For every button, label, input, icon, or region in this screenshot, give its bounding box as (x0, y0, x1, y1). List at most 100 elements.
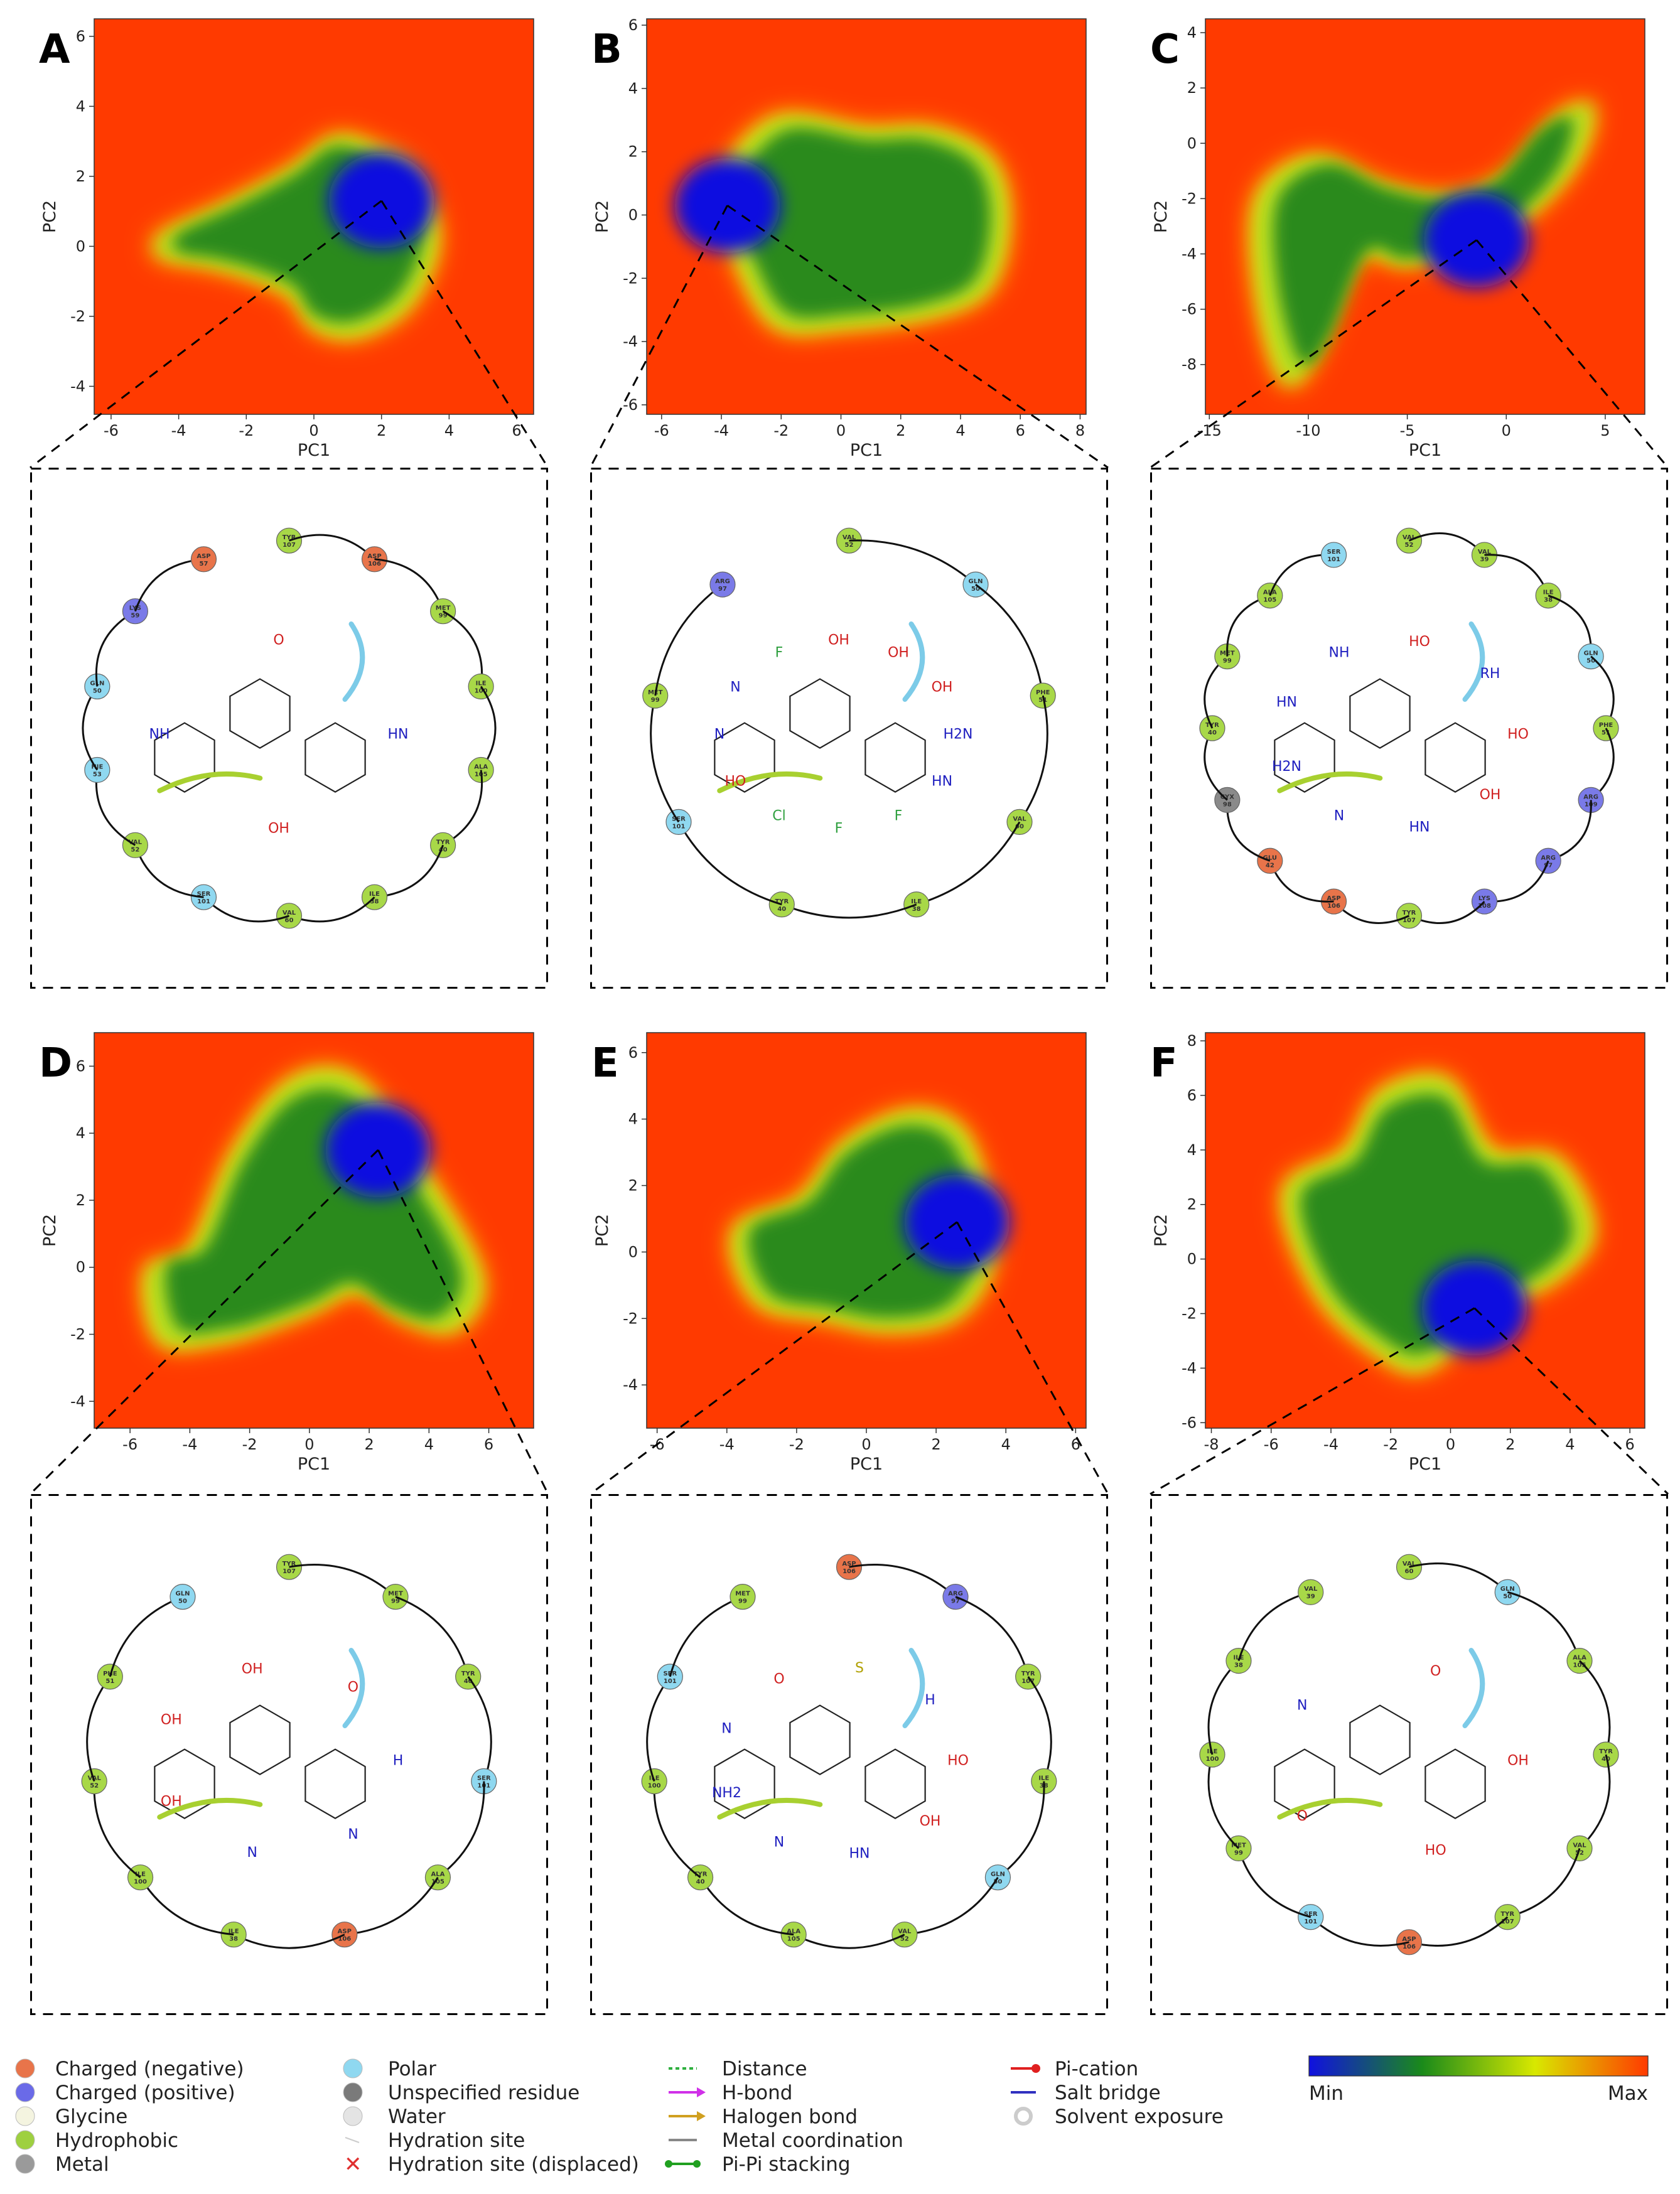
residue-name: PHE (1599, 722, 1613, 729)
y-tick-label: 0 (1187, 1250, 1197, 1268)
y-tick-label: -2 (70, 308, 85, 325)
x-tick-label: -6 (104, 422, 119, 439)
ligand-atom-label: H2N (1272, 759, 1301, 775)
ring (304, 722, 366, 793)
x-axis-label: PC1 (298, 1455, 330, 1474)
y-tick-label: -4 (623, 1376, 638, 1394)
ligand-atom-label: HN (1409, 819, 1430, 835)
residue-backbone (109, 1596, 183, 1677)
residue-number: 105 (1573, 1662, 1586, 1669)
ligand-atom-label: O (273, 633, 284, 648)
ring (1424, 1748, 1486, 1819)
residue-name: HIE (91, 763, 103, 770)
ligand-atom-label: RH (1480, 666, 1500, 682)
residue-name: SER (197, 891, 211, 898)
residue-number: 59 (131, 613, 139, 620)
legend-label: Unspecified residue (388, 2082, 579, 2104)
residue-number: 100 (134, 1879, 147, 1886)
legend-swatch (15, 2154, 35, 2174)
ligand-atom-label: F (775, 645, 783, 661)
x-tick-label: 0 (836, 422, 846, 439)
ring (789, 678, 851, 749)
residue-name: ASP (842, 1561, 856, 1568)
y-axis-label: PC2 (40, 200, 60, 233)
pocket-hydrophobic-arc (157, 1797, 263, 1820)
legend-label: Hydration site (displaced) (388, 2153, 639, 2176)
residue-number: 52 (90, 1783, 99, 1790)
pocket-polar-arc (902, 1648, 925, 1728)
residue-number: 106 (1327, 903, 1340, 910)
residue-name: ARG (1541, 854, 1556, 861)
y-tick-label: -6 (1182, 1414, 1197, 1431)
residue-name: VAL (1013, 815, 1026, 822)
residue-number: 50 (971, 586, 980, 593)
residue-backbone (344, 1876, 439, 1936)
y-tick-label: 6 (76, 1057, 85, 1075)
ligand-atom-label: O (1297, 1809, 1308, 1824)
residue-number: 42 (1266, 862, 1274, 869)
residue-number: 52 (845, 542, 854, 549)
residue-backbone (467, 1675, 492, 1782)
legend-label: Salt bridge (1055, 2082, 1161, 2104)
y-tick-label: -2 (623, 1309, 638, 1327)
ligand-atom-label: N (1334, 809, 1344, 824)
ring (154, 722, 215, 793)
residue-number: 97 (951, 1598, 960, 1605)
legend-label: Distance (722, 2058, 807, 2080)
residue-number: 40 (464, 1678, 473, 1685)
x-tick-label: 4 (1565, 1436, 1575, 1453)
colorbar-max-label: Max (1608, 2082, 1648, 2105)
residue-number: 51 (105, 1678, 114, 1685)
residue-name: VAL (1304, 1586, 1318, 1593)
legend-swatch-x: ✕ (344, 2152, 362, 2177)
residue-name: TYR (436, 839, 450, 846)
residue-name: ILE (1038, 1775, 1049, 1782)
y-tick-label: 2 (76, 168, 85, 185)
ligand-atom-label: HO (1409, 634, 1430, 650)
residue-name: GLN (1500, 1586, 1515, 1593)
residue-number: 108 (1478, 903, 1491, 910)
y-tick-label: -4 (1182, 245, 1197, 262)
residue-name: ILE (1543, 589, 1554, 596)
legend-label: Charged (negative) (55, 2058, 244, 2080)
ligand-atom-label: O (348, 1679, 358, 1695)
residue-number: 107 (1501, 1918, 1514, 1925)
zoom-box (1150, 468, 1668, 989)
ligand-atom-label: Cl (772, 809, 785, 824)
y-tick-label: 4 (1187, 1141, 1197, 1159)
residue-name: ILE (911, 898, 922, 905)
residue-number: 99 (1223, 658, 1232, 665)
x-tick-label: 6 (1071, 1436, 1080, 1453)
residue-number: 101 (664, 1678, 677, 1685)
x-tick-label: 0 (861, 1436, 871, 1453)
x-tick-label: -2 (242, 1436, 257, 1453)
residue-number: 101 (1304, 1918, 1317, 1925)
residue-name: GLN (176, 1591, 190, 1598)
x-tick-label: 0 (304, 1436, 314, 1453)
pocket-hydrophobic-arc (717, 771, 823, 793)
ligand-atom-label: NH2 (712, 1785, 741, 1801)
ligand-atom-label: OH (828, 633, 849, 648)
residue-name: TYR (283, 534, 296, 541)
x-tick-label: -6 (654, 422, 669, 439)
x-axis-label: PC1 (850, 441, 883, 460)
residue-name: ALA (474, 763, 488, 770)
ring (304, 1748, 366, 1819)
panel-letter: B (591, 26, 622, 73)
residue-number: 107 (283, 542, 296, 549)
residue-number: 100 (1206, 1756, 1219, 1763)
ligand-atom-label: N (730, 680, 740, 696)
ligand-atom-label: OH (1480, 787, 1501, 803)
residue-number: 52 (131, 846, 139, 853)
residue-number: 106 (368, 561, 381, 567)
ligand-atom-label: F (835, 821, 843, 837)
residue-number: 40 (439, 846, 448, 853)
residue-name: LYS (129, 605, 141, 612)
zoom-box (30, 1494, 548, 2015)
pca-plot-F: -8 -6 -4 -2 0 2 4 6 -6 -4 -2 0 2 4 6 8 PC1 PC2 F (1150, 1032, 1645, 1474)
